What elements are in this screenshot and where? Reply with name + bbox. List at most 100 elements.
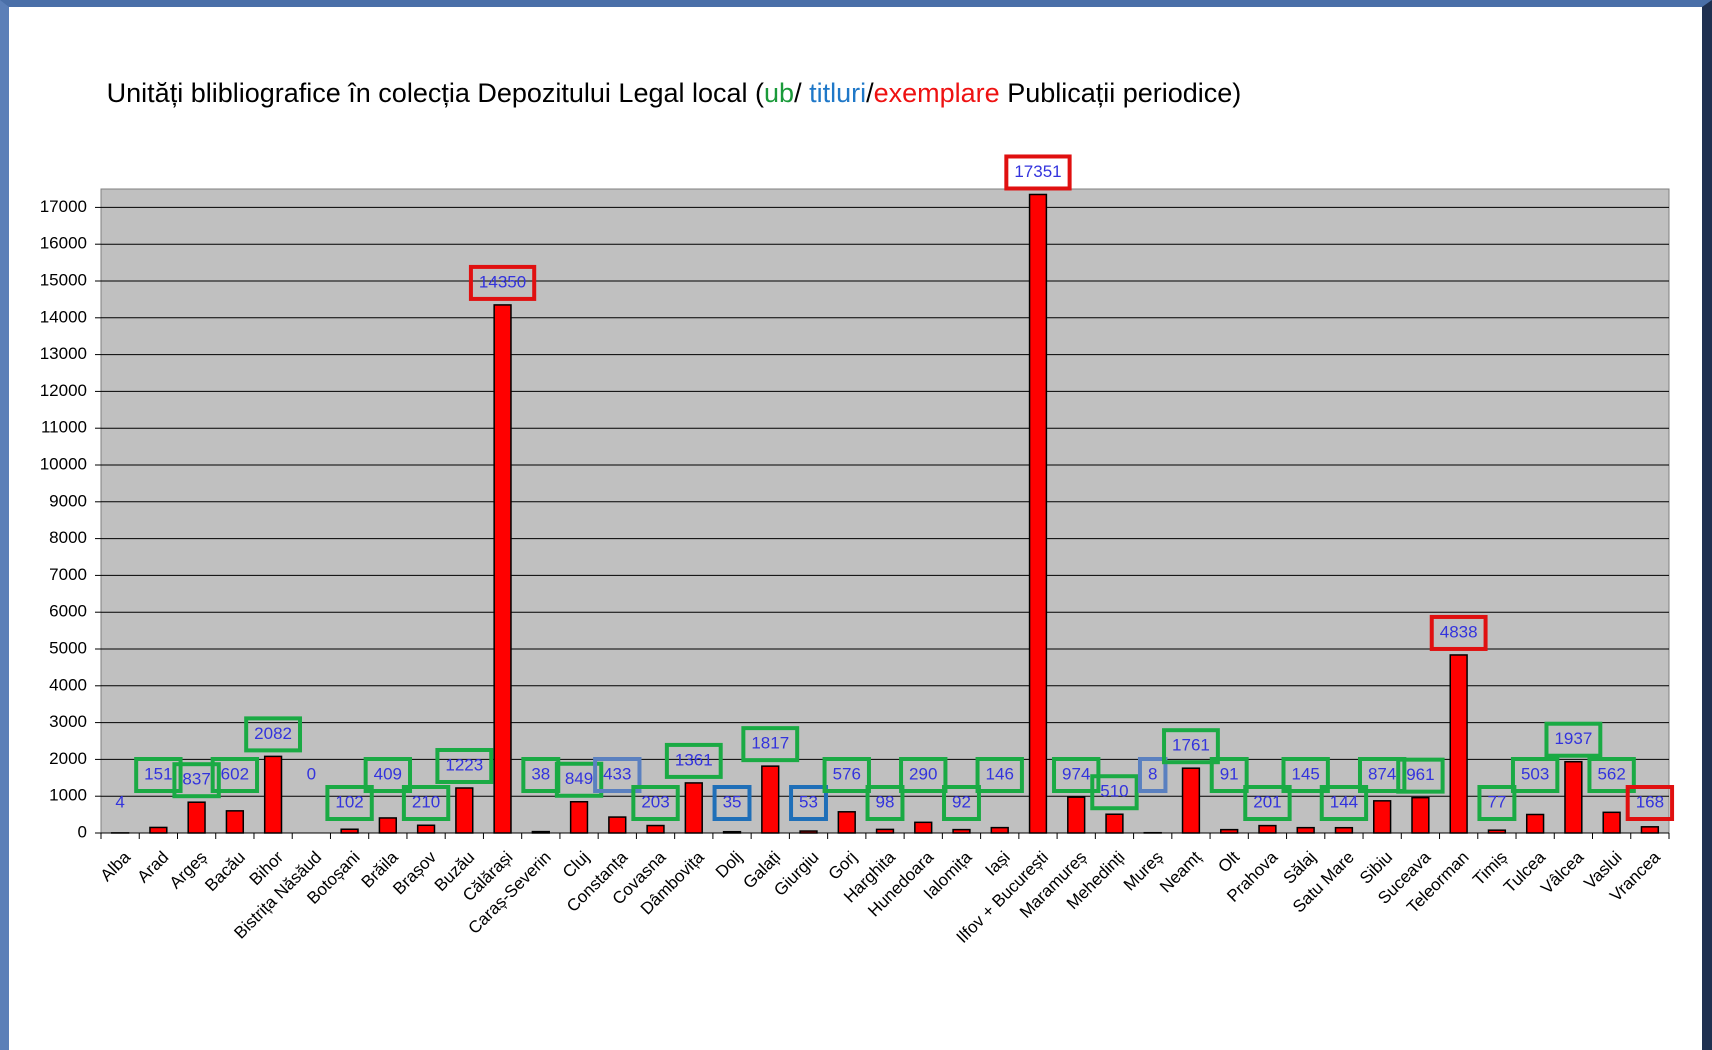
- data-label-box: [1162, 728, 1220, 765]
- data-label: 961: [1406, 765, 1434, 784]
- title-part: /: [794, 78, 809, 108]
- data-label: 17351: [1014, 162, 1061, 181]
- data-label-box: [1477, 785, 1517, 821]
- bar: [455, 787, 474, 834]
- data-label: 837: [182, 770, 210, 789]
- bar: [187, 801, 206, 834]
- data-label-box: [1281, 757, 1330, 793]
- data-label: 974: [1062, 764, 1090, 783]
- data-label-box: [865, 785, 905, 821]
- bar: [684, 782, 703, 834]
- data-label-box: [244, 716, 303, 753]
- data-label-box: [1510, 757, 1560, 793]
- x-tick-label: Bacău: [201, 848, 249, 896]
- bar: [378, 817, 397, 834]
- data-label-box: [664, 742, 723, 779]
- data-label: 8: [1148, 764, 1157, 783]
- data-label-box: [210, 757, 260, 793]
- data-label: 92: [952, 792, 971, 811]
- data-label-box: [1243, 785, 1292, 821]
- title-part: ub: [764, 78, 794, 108]
- y-tick-label: 3000: [49, 712, 87, 731]
- bar: [149, 826, 168, 834]
- bar: [914, 821, 933, 834]
- y-tick-label: 4000: [49, 675, 87, 694]
- data-label: 874: [1368, 764, 1396, 783]
- y-tick-label: 13000: [40, 344, 87, 363]
- bar: [952, 828, 971, 834]
- y-tick-label: 2000: [49, 749, 87, 768]
- bar: [646, 824, 665, 834]
- data-label: 35: [723, 792, 742, 811]
- data-label-box: [1625, 785, 1675, 821]
- plot-area: [100, 188, 1670, 834]
- bar: [225, 810, 245, 834]
- bar: [1564, 760, 1583, 834]
- data-label: 38: [531, 764, 550, 783]
- bar: [1258, 824, 1277, 834]
- bar: [569, 801, 589, 834]
- y-tick-label: 7000: [49, 565, 87, 584]
- bar: [837, 811, 856, 834]
- x-tick-label: Argeș: [166, 848, 211, 893]
- bar: [493, 304, 512, 834]
- data-label-box: [899, 757, 948, 793]
- bar: [1411, 796, 1430, 834]
- bar: [1220, 828, 1239, 834]
- data-label: 77: [1487, 792, 1506, 811]
- data-label: 562: [1597, 764, 1625, 783]
- data-label: 144: [1330, 792, 1358, 811]
- data-label: 145: [1291, 764, 1319, 783]
- data-label-box: [1090, 774, 1139, 811]
- title-part: /: [866, 78, 874, 108]
- y-tick-label: 0: [78, 822, 87, 841]
- data-label-box: [712, 785, 752, 821]
- data-label-box: [1544, 721, 1603, 758]
- bar: [263, 755, 283, 834]
- data-label: 168: [1636, 792, 1664, 811]
- bar: [1373, 800, 1392, 834]
- bar: [1181, 767, 1201, 834]
- bar: [1296, 826, 1315, 834]
- data-label: 2082: [254, 724, 292, 743]
- data-label-box: [1137, 757, 1168, 793]
- data-label-box: [172, 762, 221, 799]
- data-label-box: [942, 785, 981, 821]
- data-label-box: [435, 747, 494, 784]
- data-label-box: [401, 785, 451, 821]
- bar: [990, 826, 1009, 834]
- bar: [340, 828, 359, 834]
- title-part: Unități blibliografice în colecția Depoz…: [107, 78, 764, 108]
- data-label-box: [1209, 757, 1249, 793]
- data-label: 1817: [751, 734, 789, 753]
- y-tick-label: 16000: [40, 234, 87, 253]
- data-label-box: [1429, 614, 1488, 651]
- x-tick-label: Vâlcea: [1537, 847, 1588, 898]
- data-label: 849: [565, 769, 593, 788]
- data-label: 91: [1220, 764, 1239, 783]
- y-tick-label: 11000: [41, 418, 87, 437]
- y-tick-label: 14000: [40, 307, 87, 326]
- bar: [416, 824, 436, 834]
- data-label-box: [134, 757, 183, 793]
- x-tick-label: Neamț: [1156, 847, 1205, 896]
- data-label-box: [554, 761, 604, 798]
- bar: [531, 830, 550, 834]
- bar: [1334, 826, 1354, 834]
- bar: [1105, 813, 1124, 834]
- y-tick-label: 12000: [40, 381, 87, 400]
- y-tick-label: 1000: [49, 786, 87, 805]
- data-label: 1761: [1172, 736, 1210, 755]
- data-label: 503: [1521, 764, 1549, 783]
- y-tick-label: 6000: [49, 602, 87, 621]
- bar: [1602, 811, 1621, 834]
- bar: [875, 828, 895, 834]
- y-tick-label: 5000: [49, 638, 87, 657]
- x-tick-label: Brașov: [389, 847, 440, 898]
- data-label-box: [593, 757, 642, 793]
- data-label: 203: [641, 792, 669, 811]
- title-part: Publicații periodice): [1000, 78, 1242, 108]
- bar: [608, 816, 627, 834]
- data-label: 1361: [675, 750, 713, 769]
- chart-title: Unități blibliografice în colecția Depoz…: [107, 78, 1242, 108]
